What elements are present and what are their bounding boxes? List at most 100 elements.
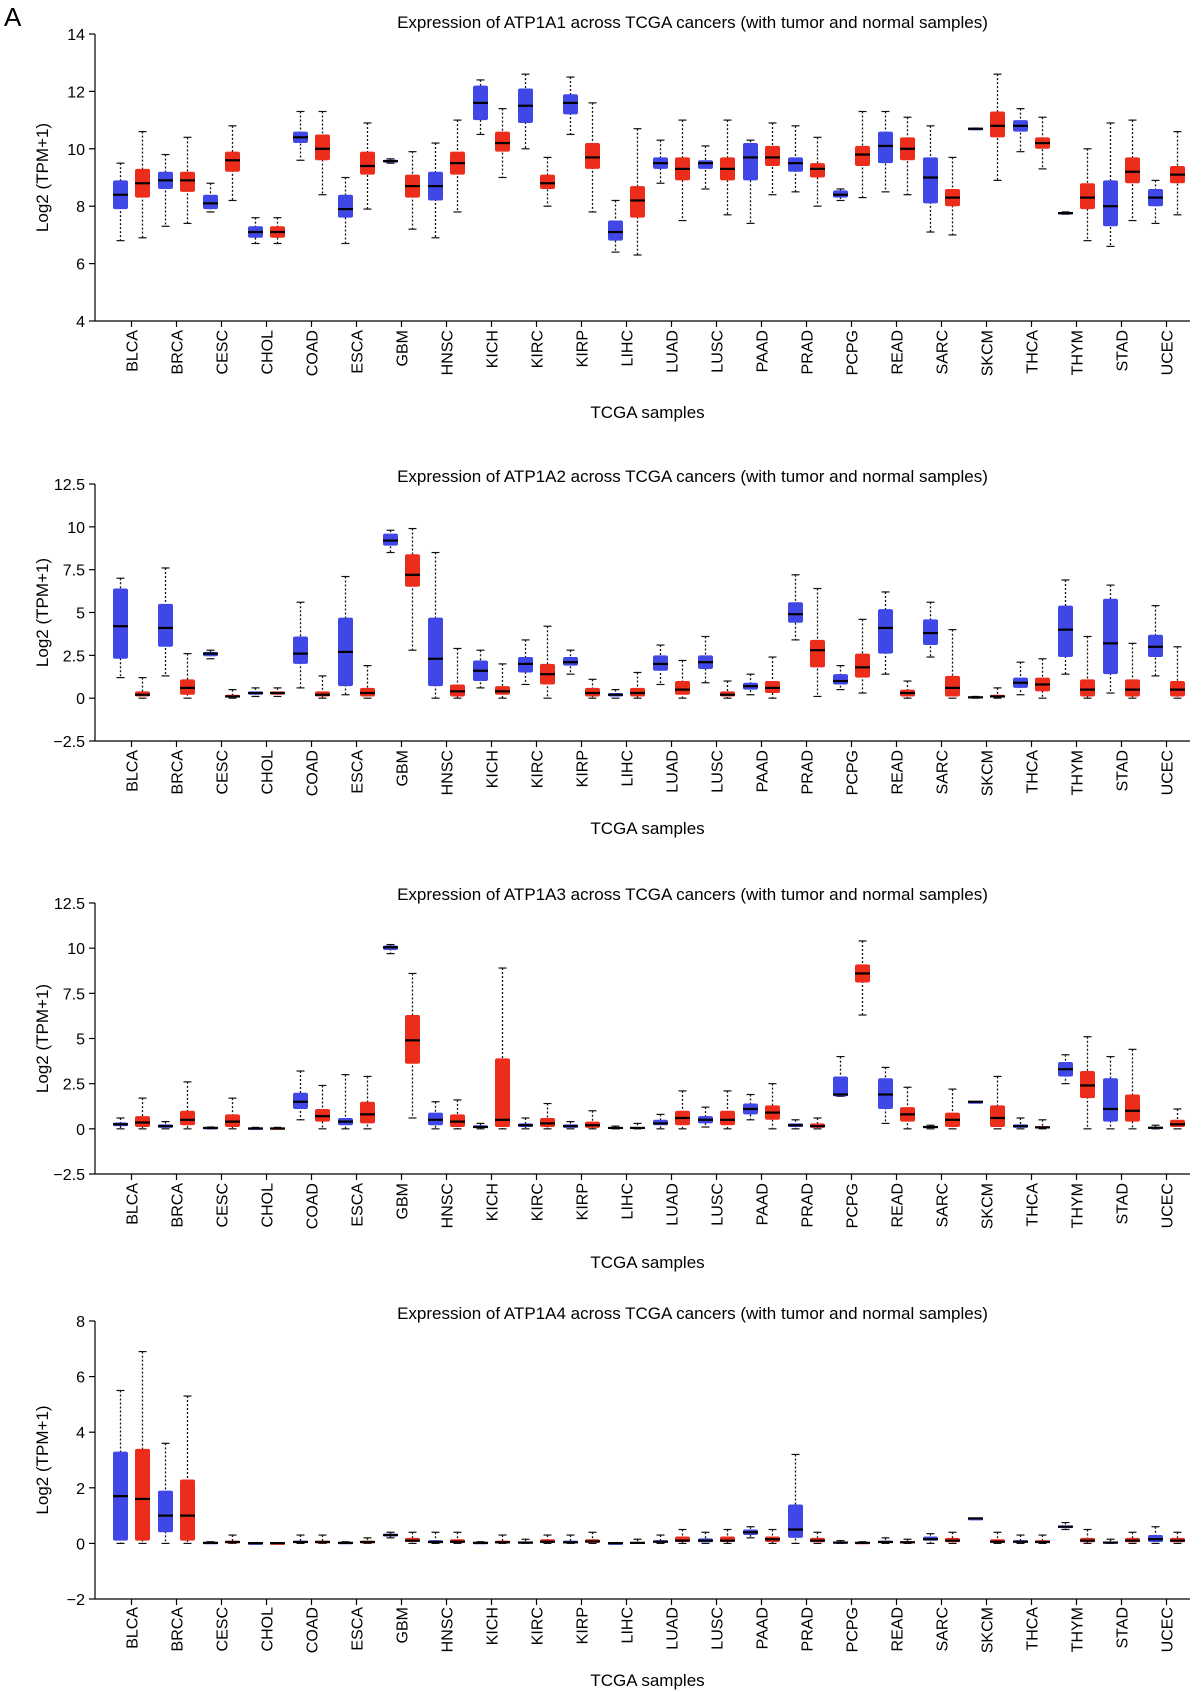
x-tick-label: PRAD: [800, 750, 817, 794]
x-tick-label: PCPG: [845, 1607, 862, 1652]
tumor-box: [990, 1105, 1005, 1128]
tumor-box: [315, 134, 330, 161]
normal-box: [788, 1504, 803, 1538]
tumor-box: [855, 145, 870, 167]
x-tick-label: SARC: [935, 1183, 952, 1227]
tumor-box: [135, 1448, 150, 1541]
x-tick-label: THYM: [1070, 750, 1087, 795]
x-tick-label: PRAD: [800, 330, 817, 374]
x-tick-label: THYM: [1070, 1183, 1087, 1228]
y-tick-label: 0: [76, 691, 85, 708]
x-tick-label: STAD: [1115, 750, 1132, 791]
x-tick-label: KICH: [485, 330, 502, 368]
y-tick-label: 12.5: [54, 896, 85, 913]
y-tick-label: 6: [76, 1370, 85, 1387]
x-tick-label: KIRC: [530, 750, 547, 788]
tumor-box: [990, 111, 1005, 138]
normal-box: [563, 94, 578, 115]
tumor-box: [630, 186, 645, 218]
x-axis-label: TCGA samples: [590, 1671, 704, 1690]
x-tick-label: PAAD: [755, 1183, 772, 1225]
x-tick-label: KIRC: [530, 1183, 547, 1221]
x-tick-label: SARC: [935, 750, 952, 794]
y-tick-label: 12: [67, 84, 85, 101]
x-tick-label: THCA: [1025, 1607, 1042, 1651]
y-tick-label: 10: [67, 520, 85, 537]
normal-box: [428, 617, 443, 687]
x-tick-label: PCPG: [845, 330, 862, 375]
x-tick-label: CESC: [215, 1183, 232, 1227]
x-tick-label: BLCA: [125, 1183, 142, 1225]
x-tick-label: LUAD: [665, 750, 682, 793]
x-tick-label: SKCM: [980, 330, 997, 376]
tumor-box: [495, 131, 510, 152]
chart-title: Expression of ATP1A3 across TCGA cancers…: [397, 885, 988, 904]
normal-box: [158, 1490, 173, 1533]
x-tick-label: KICH: [485, 1183, 502, 1221]
x-tick-label: READ: [890, 1607, 907, 1651]
x-axis-label: TCGA samples: [590, 819, 704, 838]
y-tick-label: 5: [76, 606, 85, 623]
tumor-box: [225, 151, 240, 172]
x-tick-label: CESC: [215, 1607, 232, 1651]
y-tick-label: 12.5: [54, 477, 85, 494]
x-tick-label: CHOL: [260, 1607, 277, 1652]
panel-letter: A: [4, 2, 22, 32]
y-tick-label: 10: [67, 941, 85, 958]
tumor-box: [1125, 1094, 1140, 1122]
x-tick-label: PCPG: [845, 750, 862, 795]
x-tick-label: THCA: [1025, 750, 1042, 794]
x-tick-label: SKCM: [980, 750, 997, 796]
x-tick-label: UCEC: [1160, 750, 1177, 795]
x-tick-label: KICH: [485, 1607, 502, 1645]
x-tick-label: KIRP: [575, 330, 592, 367]
x-tick-label: COAD: [305, 1183, 322, 1229]
normal-box: [1103, 180, 1118, 227]
x-tick-label: SKCM: [980, 1183, 997, 1229]
x-tick-label: UCEC: [1160, 1183, 1177, 1228]
tumor-box: [495, 1058, 510, 1128]
x-tick-label: THYM: [1070, 330, 1087, 375]
y-tick-label: 8: [76, 199, 85, 216]
y-tick-label: 14: [67, 27, 85, 44]
x-tick-label: PCPG: [845, 1183, 862, 1228]
tumor-box: [810, 163, 825, 178]
tumor-box: [360, 151, 375, 175]
normal-box: [698, 160, 713, 169]
tumor-box: [1080, 183, 1095, 210]
x-tick-label: LIHC: [620, 1183, 637, 1219]
x-tick-label: BLCA: [125, 1607, 142, 1649]
x-tick-label: LUSC: [710, 1183, 727, 1226]
y-tick-label: 5: [76, 1032, 85, 1049]
x-tick-label: BRCA: [170, 330, 187, 375]
x-tick-label: KIRP: [575, 1607, 592, 1644]
x-tick-label: STAD: [1115, 1607, 1132, 1648]
normal-box: [833, 1076, 848, 1097]
x-tick-label: BLCA: [125, 330, 142, 372]
tumor-box: [810, 639, 825, 668]
y-tick-label: 2.5: [63, 648, 85, 665]
x-tick-label: BRCA: [170, 750, 187, 795]
x-tick-label: SKCM: [980, 1607, 997, 1653]
x-tick-label: STAD: [1115, 330, 1132, 371]
normal-box: [833, 674, 848, 685]
y-tick-label: 6: [76, 257, 85, 274]
x-tick-label: CHOL: [260, 1183, 277, 1228]
tumor-box: [945, 675, 960, 697]
x-tick-label: KIRC: [530, 330, 547, 368]
x-tick-label: THCA: [1025, 1183, 1042, 1227]
normal-box: [923, 157, 938, 204]
normal-box: [158, 603, 173, 647]
x-tick-label: SARC: [935, 1607, 952, 1651]
x-tick-label: CESC: [215, 330, 232, 374]
x-tick-label: COAD: [305, 750, 322, 796]
tumor-box: [765, 145, 780, 167]
normal-box: [878, 131, 893, 164]
y-tick-label: −2.5: [53, 734, 85, 751]
normal-box: [1058, 605, 1073, 658]
y-tick-label: 8: [76, 1314, 85, 1331]
y-tick-label: 2: [76, 1481, 85, 1498]
y-tick-label: 0: [76, 1536, 85, 1553]
x-tick-label: ESCA: [350, 750, 367, 794]
y-tick-label: 7.5: [63, 986, 85, 1003]
